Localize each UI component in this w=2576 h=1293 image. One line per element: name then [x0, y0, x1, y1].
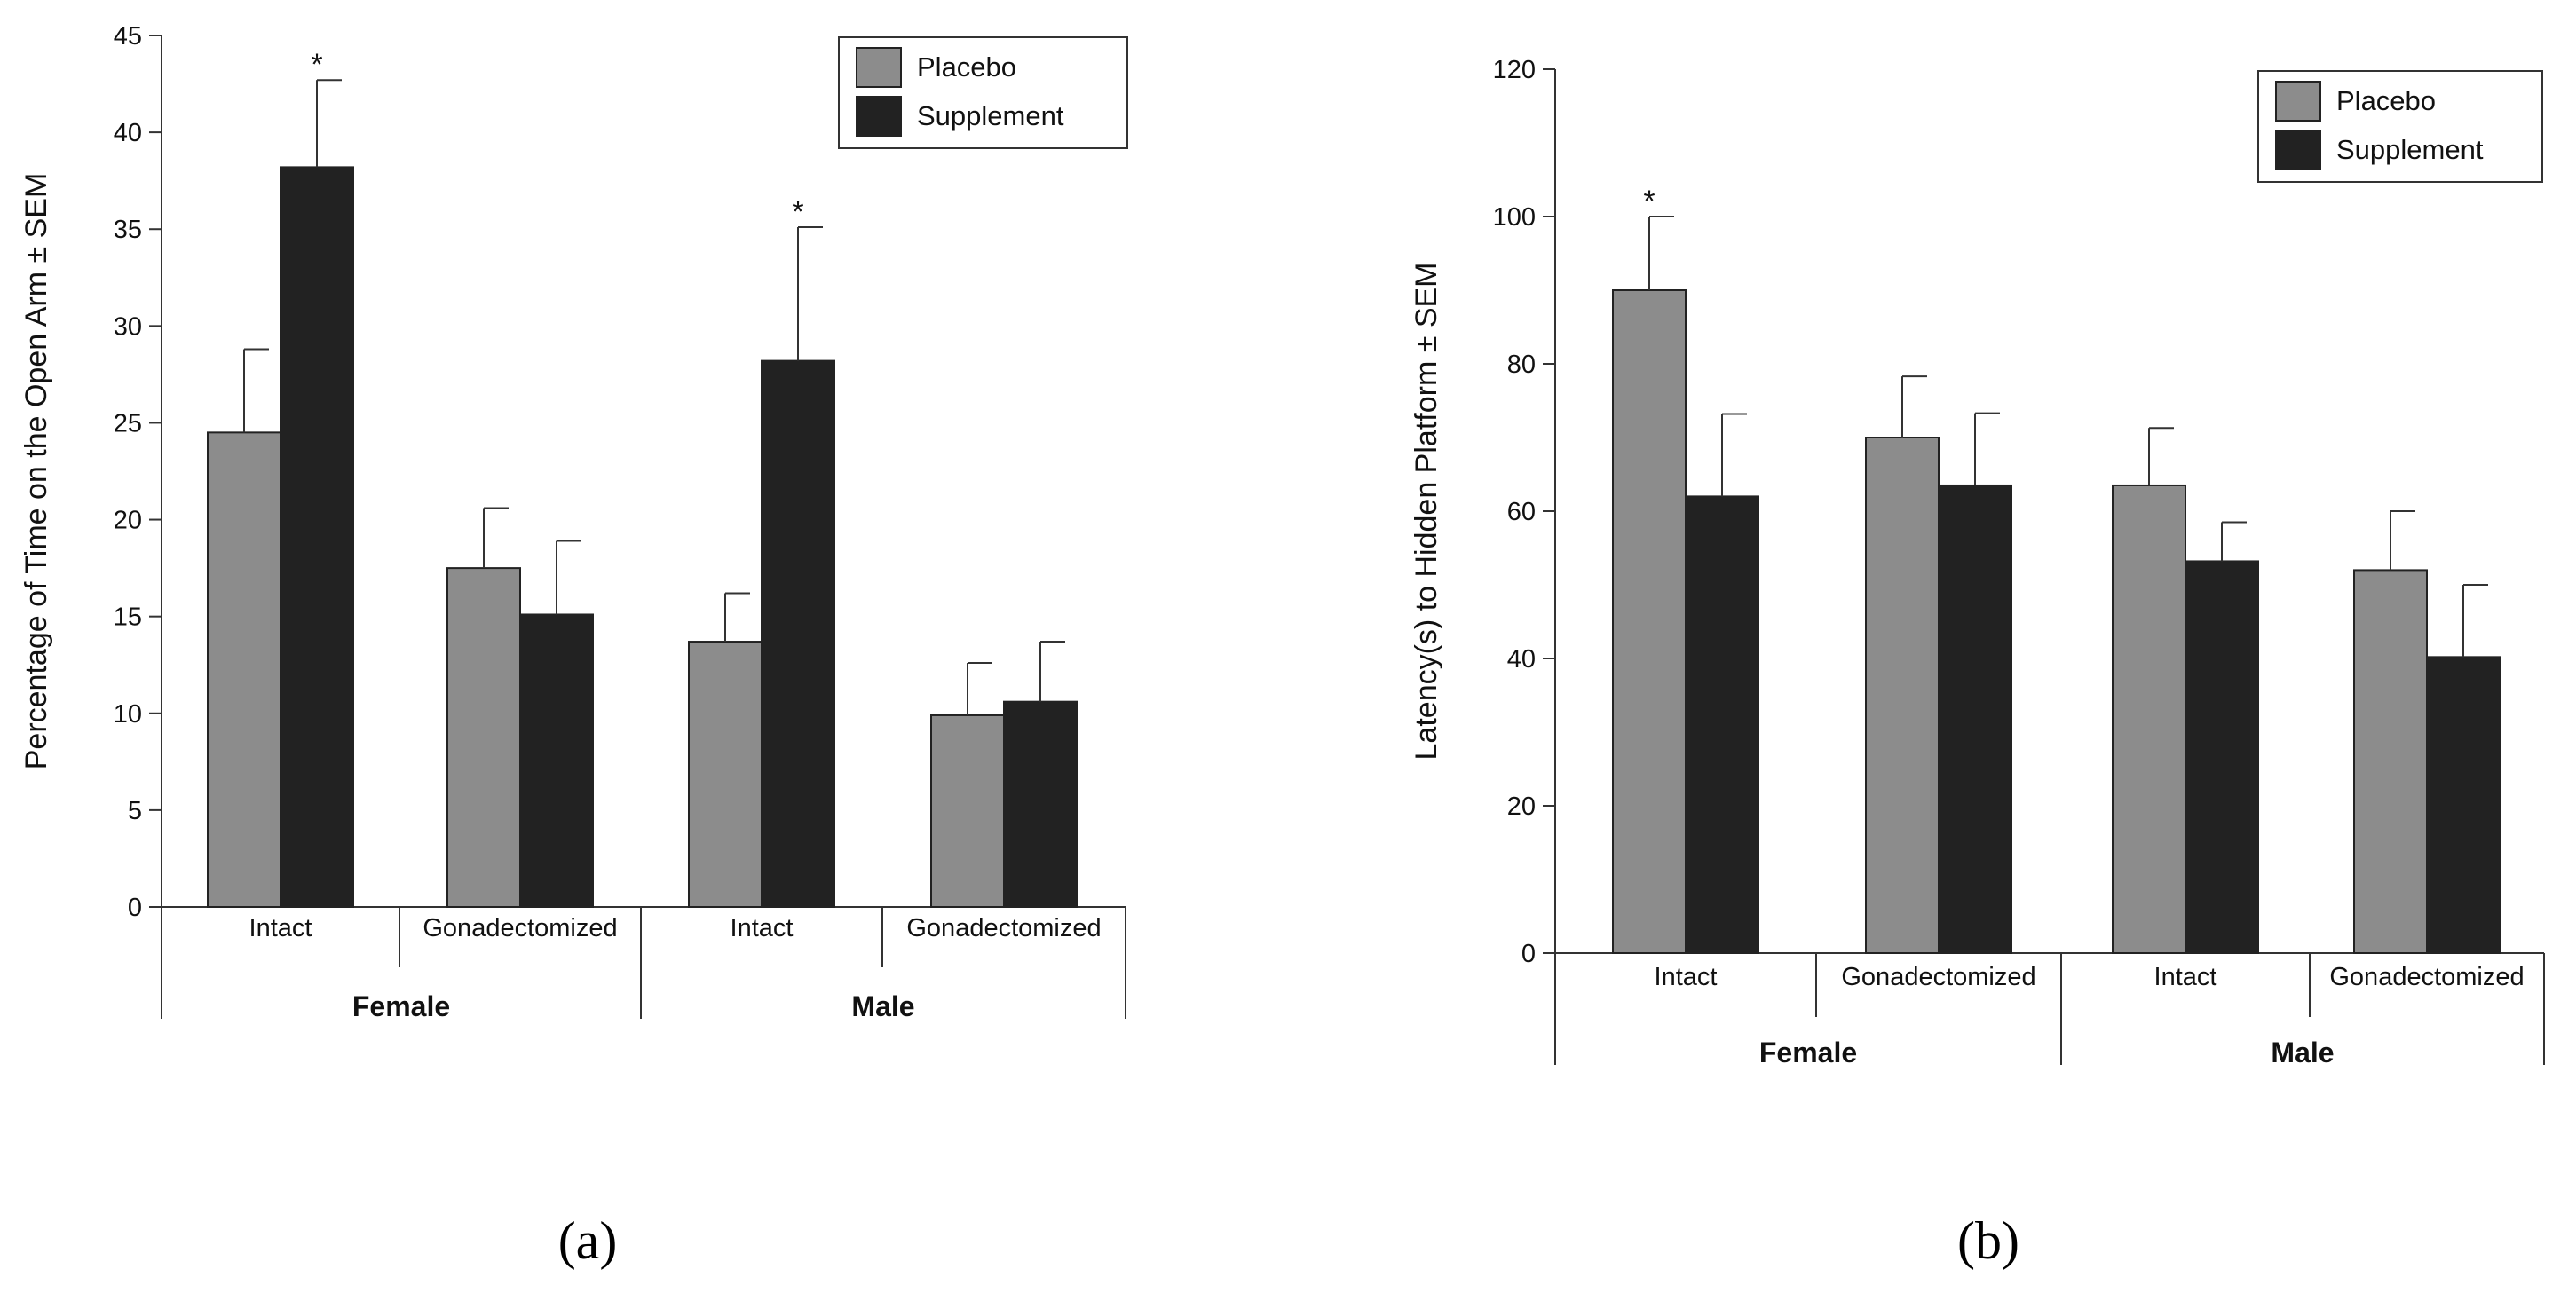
chart-a-y-tick-label: 5	[128, 797, 142, 825]
chart-a-bar-placebo	[688, 641, 763, 909]
chart-b-category-label: Intact	[1655, 963, 1718, 991]
chart-a-y-tick-label: 45	[114, 22, 142, 51]
chart-b-y-tick-label: 0	[1521, 940, 1536, 968]
chart-a-significance-marker: *	[311, 48, 322, 82]
chart-a-group-label: Male	[851, 990, 914, 1022]
chart-a-group-label: Female	[352, 990, 450, 1022]
chart-a-category-label: Intact	[731, 914, 794, 942]
chart-a-bar-placebo	[207, 431, 281, 909]
chart-b-group-label: Female	[1759, 1037, 1857, 1068]
chart-b-panel-label: (b)	[1957, 1211, 2019, 1270]
chart-b-y-tick-label: 20	[1507, 792, 1536, 821]
chart-b-bar-supplement	[2426, 656, 2501, 955]
chart-a-y-tick-label: 30	[114, 312, 142, 341]
chart-b-y-tick-label: 80	[1507, 351, 1536, 379]
chart-b-bar-placebo	[2112, 484, 2186, 954]
chart-b-category-label: Gonadectomized	[1841, 963, 2035, 991]
chart-b-category-label: Gonadectomized	[2329, 963, 2524, 991]
chart-a-bar-placebo	[930, 714, 1005, 909]
chart-b-group-label: Male	[2271, 1037, 2334, 1068]
chart-a-y-tick-label: 10	[114, 700, 142, 729]
chart-b-bar-placebo	[1865, 437, 1940, 954]
chart-b-y-tick-label: 120	[1493, 56, 1536, 84]
chart-a-bar-supplement	[761, 359, 835, 908]
chart-a-y-tick-label: 15	[114, 603, 142, 632]
chart-b-y-tick-label: 40	[1507, 645, 1536, 674]
chart-b-y-axis-label: Latency(s) to Hidden Platform ± SEM	[1410, 263, 1443, 761]
chart-a-category-label: Gonadectomized	[423, 914, 617, 942]
chart-b-legend-label-placebo: Placebo	[2336, 85, 2436, 116]
chart-b-bar-supplement	[1938, 484, 2012, 954]
chart-a-y-tick-label: 40	[114, 119, 142, 147]
chart-b-legend-swatch-placebo	[2275, 81, 2321, 122]
chart-b-bar-supplement	[2185, 560, 2259, 954]
chart-a-panel-label: (a)	[558, 1211, 618, 1270]
chart-a-y-tick-label: 25	[114, 409, 142, 438]
chart-a-y-tick-label: 35	[114, 216, 142, 244]
chart-a-significance-marker: *	[792, 195, 803, 229]
chart-a-legend-label-supplement: Supplement	[917, 100, 1064, 131]
chart-a-bar-supplement	[1003, 700, 1078, 908]
chart-b-bar-placebo	[2353, 569, 2428, 955]
chart-a-legend-label-placebo: Placebo	[917, 51, 1016, 83]
chart-a-bar-supplement	[280, 166, 354, 908]
chart-a-category-label: Gonadectomized	[906, 914, 1101, 942]
chart-b-y-tick-label: 60	[1507, 498, 1536, 526]
chart-a-bar-supplement	[519, 613, 594, 908]
chart-b: 0 20 40 60 80 100 120 Intact Gonadectomized Intac…	[1410, 56, 2545, 1270]
chart-b-y-tick-label: 100	[1493, 203, 1536, 232]
chart-a: 0 5 10 15 20 25 30 35 40 45 Intact Gonadectomized In…	[20, 22, 1128, 1270]
chart-b-bar-supplement	[1685, 495, 1759, 954]
chart-b-legend-label-supplement: Supplement	[2336, 134, 2484, 165]
chart-a-legend-swatch-placebo	[856, 47, 902, 88]
chart-a-y-axis-label: Percentage of Time on the Open Arm ± SEM	[20, 173, 53, 770]
chart-a-bar-placebo	[446, 567, 521, 908]
chart-b-category-label: Intact	[2154, 963, 2217, 991]
chart-a-legend-swatch-supplement	[856, 96, 902, 137]
chart-a-y-tick-label: 0	[128, 894, 142, 922]
chart-a-y-tick-label: 20	[114, 507, 142, 535]
chart-a-category-label: Intact	[249, 914, 312, 942]
chart-b-bar-placebo	[1612, 289, 1687, 954]
chart-b-legend-swatch-supplement	[2275, 130, 2321, 170]
chart-b-significance-marker: *	[1643, 185, 1655, 218]
